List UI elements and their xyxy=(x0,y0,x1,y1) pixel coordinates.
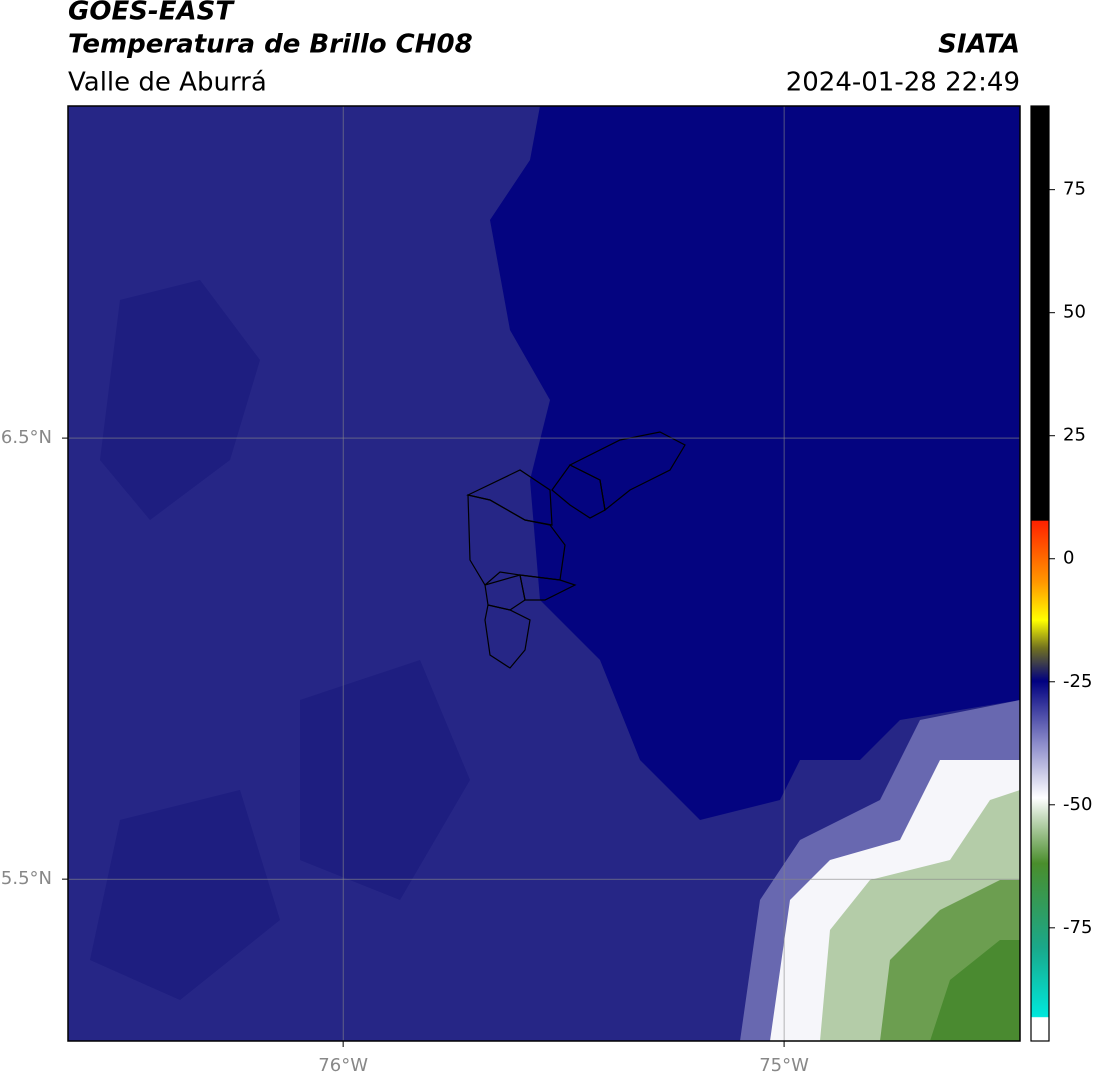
colorbar xyxy=(1030,105,1050,1042)
grid xyxy=(68,106,1020,1041)
source: SIATA xyxy=(938,30,1020,60)
colorbar-tick-label: -25 xyxy=(1063,671,1092,692)
x-tick-label: 75°W xyxy=(759,1055,809,1076)
title: GOES-EAST xyxy=(68,0,235,27)
map-field xyxy=(68,106,1020,1041)
colorbar-tick-label: 0 xyxy=(1063,548,1074,569)
region: Valle de Aburrá xyxy=(68,68,267,98)
x-tick-label: 76°W xyxy=(318,1055,368,1076)
colorbar-tick-label: 50 xyxy=(1063,302,1086,323)
y-tick-label: 5.5°N xyxy=(1,868,52,889)
colorbar-tick-label: -75 xyxy=(1063,917,1092,938)
subtitle: Temperatura de Brillo CH08 xyxy=(68,30,473,60)
map-frame xyxy=(67,105,1021,1042)
y-tick-label: 6.5°N xyxy=(1,427,52,448)
timestamp: 2024-01-28 22:49 xyxy=(786,68,1020,98)
colorbar-tick-label: -50 xyxy=(1063,794,1092,815)
colorbar-tick-label: 25 xyxy=(1063,425,1086,446)
colorbar-tick-label: 75 xyxy=(1063,179,1086,200)
